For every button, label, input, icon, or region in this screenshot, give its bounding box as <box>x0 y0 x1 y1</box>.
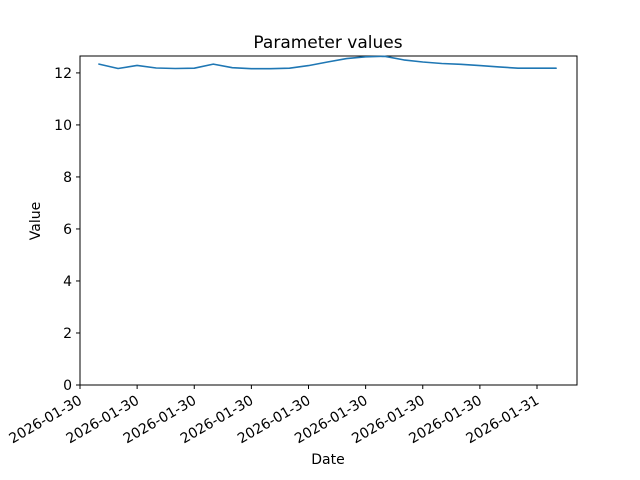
y-tick-label: 4 <box>63 274 72 290</box>
y-tick-label: 8 <box>63 170 72 186</box>
y-tick-label: 10 <box>54 118 72 134</box>
y-axis-label: Value <box>28 202 44 240</box>
y-tick-label: 0 <box>63 378 72 394</box>
y-tick-label: 12 <box>54 66 72 82</box>
chart-title: Parameter values <box>253 33 402 53</box>
y-tick-label: 6 <box>63 222 72 238</box>
x-axis-label: Date <box>311 452 344 468</box>
data-series-group <box>98 55 557 70</box>
data-series-line <box>98 55 557 70</box>
x-axis-ticks: 2026-01-302026-01-302026-01-302026-01-30… <box>7 385 542 447</box>
y-axis-ticks: 0 2 4 6 8 10 12 <box>54 66 80 394</box>
plot-area-border <box>79 55 578 386</box>
y-tick-label: 2 <box>63 326 72 342</box>
